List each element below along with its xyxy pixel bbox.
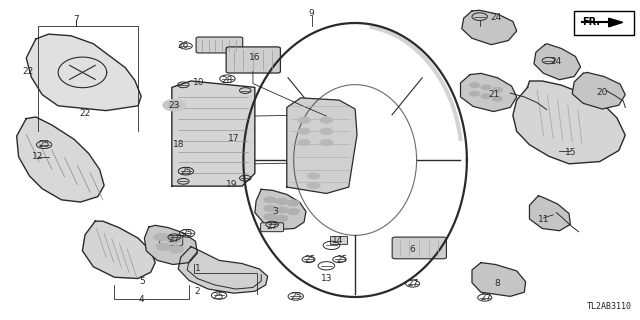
Polygon shape xyxy=(26,34,141,111)
Polygon shape xyxy=(172,81,255,186)
Polygon shape xyxy=(472,263,525,296)
Text: 21: 21 xyxy=(488,90,499,99)
Polygon shape xyxy=(529,196,570,231)
Text: 28: 28 xyxy=(221,76,233,85)
Text: 27: 27 xyxy=(266,222,278,231)
Text: 7: 7 xyxy=(73,15,79,24)
FancyBboxPatch shape xyxy=(160,236,182,245)
Text: 2: 2 xyxy=(195,287,200,296)
Text: 18: 18 xyxy=(172,140,184,149)
Text: 25: 25 xyxy=(38,140,50,149)
Text: 6: 6 xyxy=(410,245,415,254)
Circle shape xyxy=(307,182,320,189)
Circle shape xyxy=(264,213,276,220)
Text: 25: 25 xyxy=(305,255,316,264)
Text: 3: 3 xyxy=(273,207,278,216)
Circle shape xyxy=(320,117,333,123)
Polygon shape xyxy=(145,225,197,265)
Text: 27: 27 xyxy=(169,235,180,244)
Polygon shape xyxy=(513,81,625,164)
Circle shape xyxy=(298,128,310,134)
Circle shape xyxy=(264,197,276,203)
Polygon shape xyxy=(178,247,268,293)
Text: 25: 25 xyxy=(212,292,223,301)
Text: 14: 14 xyxy=(332,236,344,245)
Circle shape xyxy=(275,198,288,204)
Circle shape xyxy=(481,94,491,99)
Circle shape xyxy=(275,207,288,213)
Text: 11: 11 xyxy=(538,215,549,224)
Circle shape xyxy=(275,215,288,221)
Polygon shape xyxy=(609,18,623,27)
Circle shape xyxy=(156,243,172,251)
FancyBboxPatch shape xyxy=(226,47,280,73)
Text: 27: 27 xyxy=(481,293,492,302)
Text: 5: 5 xyxy=(140,277,145,286)
Circle shape xyxy=(298,139,310,146)
Circle shape xyxy=(154,233,170,241)
Circle shape xyxy=(163,100,186,111)
Text: FR.: FR. xyxy=(582,17,600,28)
Text: 9: 9 xyxy=(309,9,315,18)
Text: 12: 12 xyxy=(32,152,44,161)
Text: 22: 22 xyxy=(22,67,33,76)
Circle shape xyxy=(169,245,184,253)
Polygon shape xyxy=(572,72,625,109)
Circle shape xyxy=(287,200,300,206)
Circle shape xyxy=(264,205,276,212)
Circle shape xyxy=(481,85,491,90)
Circle shape xyxy=(167,236,182,244)
Circle shape xyxy=(320,139,333,146)
Text: 19: 19 xyxy=(226,180,237,189)
Text: 13: 13 xyxy=(321,274,332,283)
Polygon shape xyxy=(461,73,516,112)
Text: 23: 23 xyxy=(169,101,180,110)
Circle shape xyxy=(287,208,300,215)
Polygon shape xyxy=(534,44,580,80)
FancyBboxPatch shape xyxy=(574,11,634,35)
Circle shape xyxy=(469,83,479,88)
Text: 1: 1 xyxy=(195,264,200,274)
Polygon shape xyxy=(255,189,306,229)
Text: 24: 24 xyxy=(490,13,501,22)
FancyBboxPatch shape xyxy=(260,223,284,232)
FancyBboxPatch shape xyxy=(196,37,243,53)
Text: 27: 27 xyxy=(407,279,419,288)
Polygon shape xyxy=(462,10,516,45)
Circle shape xyxy=(320,128,333,134)
Text: TL2AB3110: TL2AB3110 xyxy=(587,302,632,311)
Text: 17: 17 xyxy=(228,134,239,143)
Text: 4: 4 xyxy=(138,295,144,304)
Circle shape xyxy=(307,173,320,179)
Circle shape xyxy=(298,117,310,123)
FancyBboxPatch shape xyxy=(392,237,447,259)
Polygon shape xyxy=(17,117,104,202)
Polygon shape xyxy=(287,98,357,194)
Text: 22: 22 xyxy=(79,109,91,118)
Text: 25: 25 xyxy=(290,292,301,301)
Text: 25: 25 xyxy=(182,229,193,238)
Text: 25: 25 xyxy=(180,167,191,176)
Text: 24: 24 xyxy=(550,57,562,66)
Circle shape xyxy=(492,96,502,101)
Text: 20: 20 xyxy=(596,88,608,97)
FancyBboxPatch shape xyxy=(330,236,347,244)
Text: 25: 25 xyxy=(337,255,348,264)
Circle shape xyxy=(492,87,502,92)
Circle shape xyxy=(168,102,180,108)
Polygon shape xyxy=(83,221,156,278)
Text: 15: 15 xyxy=(564,148,576,156)
Circle shape xyxy=(469,91,479,96)
Text: 16: 16 xyxy=(249,53,260,62)
Text: 8: 8 xyxy=(495,279,500,288)
Text: 26: 26 xyxy=(177,41,188,51)
Text: 10: 10 xyxy=(193,78,204,87)
